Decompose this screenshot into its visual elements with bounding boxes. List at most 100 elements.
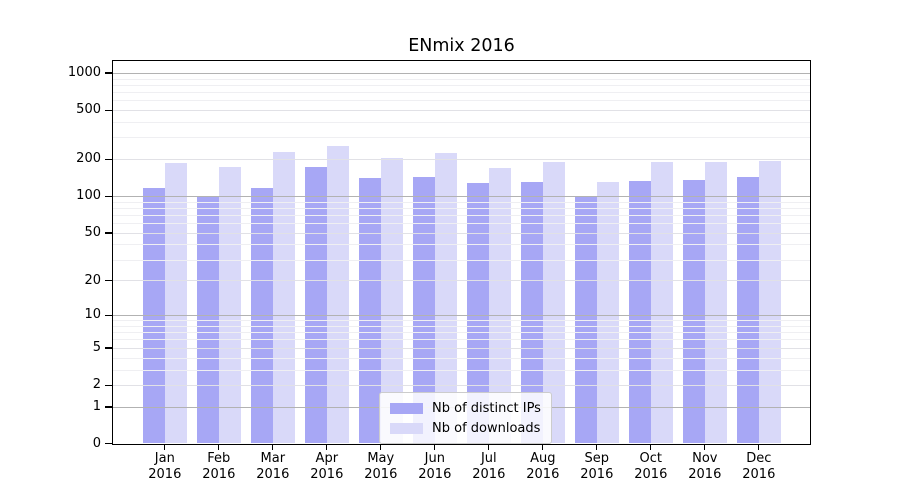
x-tick-label-line: 2016 [364, 466, 398, 482]
gridline-50 [113, 233, 810, 234]
chart-title: ENmix 2016 [408, 36, 515, 56]
gridline-7 [113, 332, 810, 333]
gridline-900 [113, 79, 810, 80]
x-tick-label-feb: Feb 2016 [202, 451, 235, 482]
x-tick-label-dec: Dec 2016 [742, 451, 775, 482]
legend-label: Nb of downloads [432, 420, 541, 436]
gridline-3 [113, 370, 810, 371]
x-tick-7 [488, 445, 490, 450]
x-tick-label-line: Feb [207, 451, 231, 466]
x-tick-label-may: May 2016 [364, 451, 397, 482]
x-tick-6 [434, 445, 436, 450]
x-tick-11 [704, 445, 706, 450]
x-tick-label-line: 2016 [202, 466, 236, 482]
y-tick-50 [105, 232, 112, 234]
x-tick-label-jun: Jun 2016 [418, 451, 451, 482]
x-tick-label-mar: Mar 2016 [256, 451, 289, 482]
x-tick-label-line: 2016 [472, 466, 506, 482]
y-tick-label-5: 5 [92, 340, 101, 356]
y-tick-label-200: 200 [76, 151, 101, 167]
gridline-4 [113, 358, 810, 359]
bar-downloads-may [380, 158, 403, 444]
x-tick-1 [164, 445, 166, 450]
x-tick-8 [542, 445, 544, 450]
y-tick-100 [105, 195, 112, 198]
y-tick-5 [105, 347, 112, 349]
gridline-8 [113, 326, 810, 327]
legend-label: Nb of distinct IPs [432, 400, 541, 416]
bar-distinct-ips-oct [628, 181, 651, 444]
x-tick-label-oct: Oct 2016 [634, 451, 667, 482]
gridline-400 [113, 122, 810, 123]
x-tick-label-jan: Jan 2016 [148, 451, 181, 482]
x-tick-label-line: 2016 [742, 466, 776, 482]
y-tick-200 [105, 158, 112, 161]
y-tick-500 [105, 109, 112, 112]
x-tick-label-line: Mar [260, 451, 286, 466]
legend-item-downloads: Nb of downloads [390, 419, 541, 437]
gridline-200 [113, 159, 810, 160]
gridline-2 [113, 385, 810, 386]
x-tick-label-line: 2016 [310, 466, 344, 482]
x-tick-12 [758, 445, 760, 450]
y-tick-label-2: 2 [92, 377, 101, 393]
x-tick-label-line: 2016 [418, 466, 452, 482]
gridline-30 [113, 260, 810, 261]
x-tick-label-line: Apr [315, 451, 339, 466]
grid-layer [113, 61, 810, 444]
x-tick-label-line: Aug [530, 451, 556, 466]
legend-item-distinct-ips: Nb of distinct IPs [390, 399, 541, 417]
gridline-300 [113, 137, 810, 138]
x-tick-label-nov: Nov 2016 [688, 451, 721, 482]
gridline-500 [113, 110, 810, 111]
x-tick-label-aug: Aug 2016 [526, 451, 559, 482]
gridline-100 [113, 196, 810, 197]
bar-downloads-nov [704, 161, 727, 444]
bar-downloads-oct [650, 161, 673, 444]
x-tick-label-apr: Apr 2016 [310, 451, 343, 482]
y-tick-2 [105, 384, 112, 386]
x-tick-label-jul: Jul 2016 [472, 451, 505, 482]
bar-distinct-ips-nov [682, 180, 705, 444]
gridline-70 [113, 215, 810, 216]
legend-swatch-downloads [390, 422, 423, 434]
x-tick-label-sep: Sep 2016 [580, 451, 613, 482]
bar-downloads-dec [758, 160, 781, 444]
gridline-9 [113, 320, 810, 321]
x-tick-2 [218, 445, 220, 450]
x-tick-5 [380, 445, 382, 450]
y-tick-1 [105, 406, 112, 408]
gridline-6 [113, 339, 810, 340]
gridline-20 [113, 280, 810, 281]
x-tick-3 [272, 445, 274, 450]
x-tick-label-line: Sep [584, 451, 610, 466]
x-tick-label-line: Nov [692, 451, 718, 466]
bar-distinct-ips-apr [304, 167, 327, 444]
gridline-1000 [113, 73, 810, 74]
x-tick-4 [326, 445, 328, 450]
y-tick-label-100: 100 [76, 188, 101, 204]
x-tick-label-line: 2016 [634, 466, 668, 482]
bar-downloads-jul [488, 167, 511, 444]
plot-area: Nb of distinct IPs Nb of downloads [112, 60, 811, 445]
y-tick-label-1: 1 [92, 399, 101, 415]
y-tick-label-50: 50 [84, 225, 101, 241]
gridline-80 [113, 208, 810, 209]
x-tick-label-line: 2016 [580, 466, 614, 482]
x-tick-label-line: Jun [424, 451, 445, 466]
gridline-90 [113, 202, 810, 203]
gridline-60 [113, 223, 810, 224]
y-tick-20 [105, 280, 112, 282]
gridline-800 [113, 85, 810, 86]
legend: Nb of distinct IPs Nb of downloads [379, 392, 552, 444]
y-tick-label-1000: 1000 [67, 65, 101, 81]
y-tick-label-0: 0 [92, 435, 101, 451]
bar-downloads-feb [218, 166, 241, 444]
x-tick-label-line: Jan [154, 451, 175, 466]
y-tick-0 [105, 443, 112, 445]
y-tick-label-20: 20 [84, 272, 101, 288]
y-tick-1000 [105, 72, 112, 74]
gridline-600 [113, 100, 810, 101]
bar-downloads-jan [164, 162, 187, 444]
